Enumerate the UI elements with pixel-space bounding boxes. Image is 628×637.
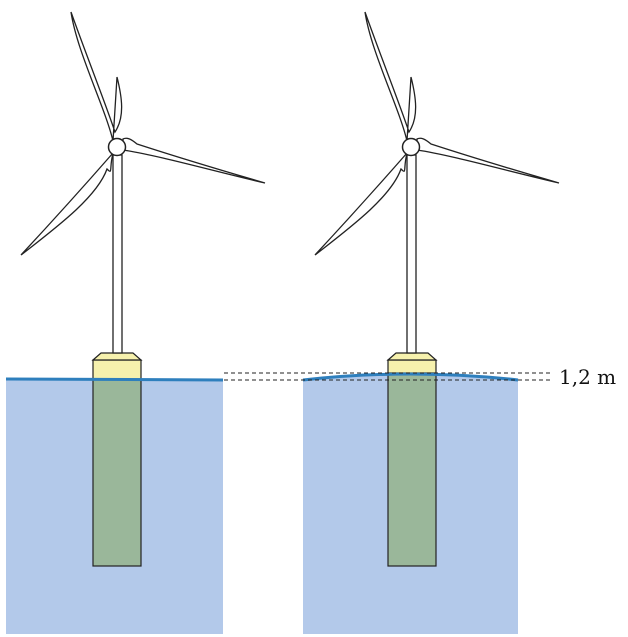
water-surface-line-left [5,377,224,382]
tower-left [112,154,123,354]
rotor-left [20,11,266,256]
transition-cap-left [91,352,143,361]
height-difference-label: 1,2 m [559,365,616,389]
height-difference-marker: 1,2 m [224,365,616,389]
water-surface-line-right [302,372,519,382]
left-turbine [5,11,266,634]
rotor-right [314,11,560,256]
above-water-column-right [387,359,437,374]
transition-cap-right [386,352,438,361]
tower-right [406,154,417,354]
submerged-column-left [92,378,142,567]
right-turbine [302,11,560,634]
submerged-column-right [387,372,437,567]
above-water-column-left [92,359,142,380]
